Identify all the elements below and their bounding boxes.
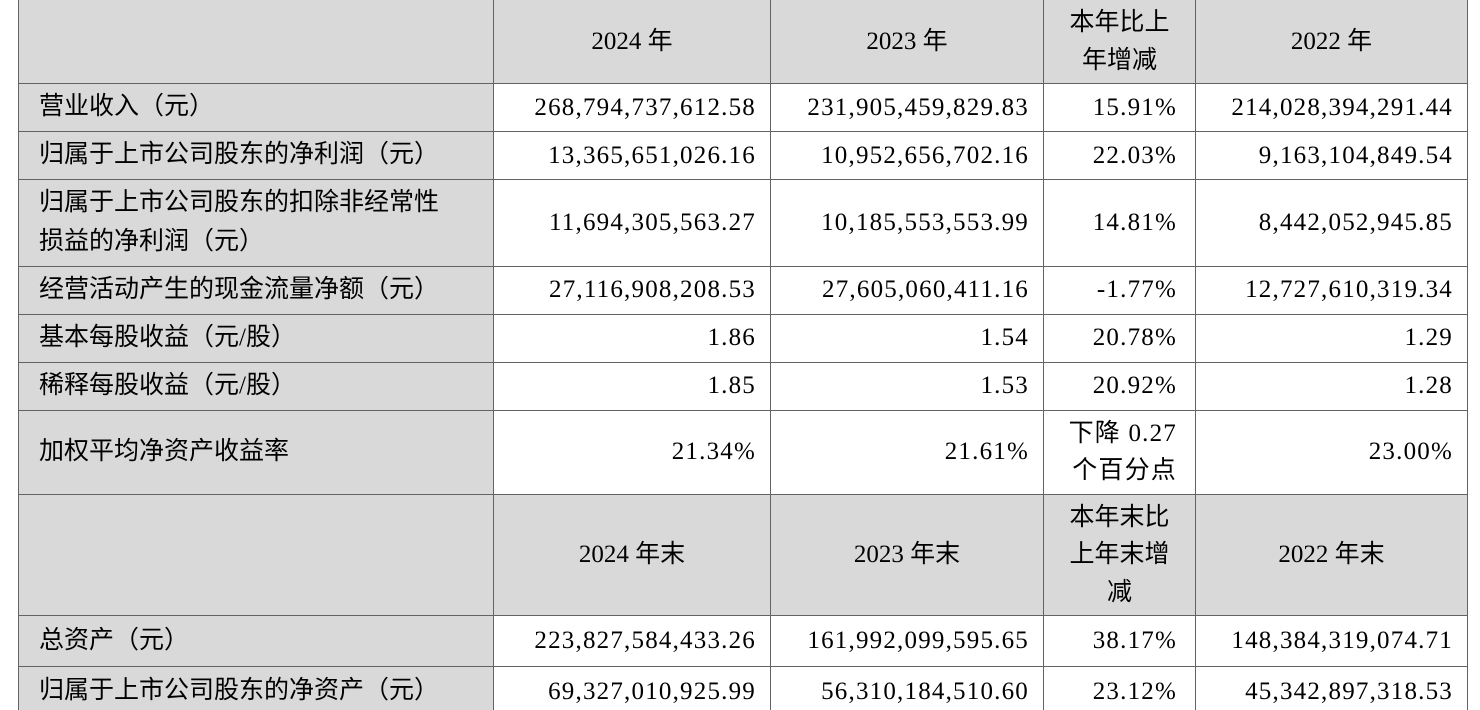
row-label-cell: 稀释每股收益（元/股）	[18, 361, 494, 411]
financial-summary-table: 2024 年 2023 年本年比上年增减 2022 年营业收入（元） 268,794,…	[18, 0, 1468, 710]
value-cell: 下降 0.27 个百分点	[1043, 409, 1196, 495]
row-label-cell: 总资产（元）	[18, 615, 494, 667]
header-cell: 2023 年	[770, 0, 1044, 84]
value-cell: 23.00%	[1195, 409, 1468, 495]
table-row: 归属于上市公司股东的净资产（元） 69,327,010,925.99 56,310,…	[18, 666, 1468, 710]
header-empty-cell	[18, 493, 494, 616]
value-cell: 21.61%	[770, 409, 1044, 495]
table-row: 归属于上市公司股东的扣除非经常性损益的净利润（元） 11,694,305,563.…	[18, 179, 1468, 267]
value-cell: 38.17%	[1043, 615, 1196, 667]
table-row: 经营活动产生的现金流量净额（元） 27,116,908,208.53 27,605,…	[18, 265, 1468, 315]
value-cell: 1.29	[1195, 313, 1468, 363]
row-label-cell: 归属于上市公司股东的净资产（元）	[18, 666, 494, 710]
value-cell: 20.92%	[1043, 361, 1196, 411]
value-cell: 214,028,394,291.44	[1195, 83, 1468, 132]
row-label-cell: 归属于上市公司股东的净利润（元）	[18, 131, 494, 180]
value-cell: 1.86	[493, 313, 771, 363]
value-cell: 161,992,099,595.65	[770, 615, 1044, 667]
value-cell: -1.77%	[1043, 265, 1196, 315]
value-cell: 148,384,319,074.71	[1195, 615, 1468, 667]
value-cell: 27,116,908,208.53	[493, 265, 771, 315]
row-label-cell: 加权平均净资产收益率	[18, 409, 494, 495]
table-row: 总资产（元） 223,827,584,433.26 161,992,099,595.…	[18, 615, 1468, 667]
value-cell: 27,605,060,411.16	[770, 265, 1044, 315]
value-cell: 69,327,010,925.99	[493, 666, 771, 710]
value-cell: 23.12%	[1043, 666, 1196, 710]
value-cell: 9,163,104,849.54	[1195, 131, 1468, 180]
header-empty-cell	[18, 0, 494, 84]
value-cell: 268,794,737,612.58	[493, 83, 771, 132]
value-cell: 10,952,656,702.16	[770, 131, 1044, 180]
value-cell: 231,905,459,829.83	[770, 83, 1044, 132]
value-cell: 11,694,305,563.27	[493, 179, 771, 267]
value-cell: 10,185,553,553.99	[770, 179, 1044, 267]
table-body: 2024 年 2023 年本年比上年增减 2022 年营业收入（元） 268,794,…	[18, 0, 1468, 710]
value-cell: 14.81%	[1043, 179, 1196, 267]
value-cell: 56,310,184,510.60	[770, 666, 1044, 710]
table-row: 稀释每股收益（元/股） 1.85 1.53 20.92% 1.28	[18, 361, 1468, 411]
table-row: 2024 年 2023 年本年比上年增减 2022 年	[18, 0, 1468, 84]
row-label-cell: 营业收入（元）	[18, 83, 494, 132]
header-cell: 2022 年	[1195, 0, 1468, 84]
value-cell: 223,827,584,433.26	[493, 615, 771, 667]
table-row: 基本每股收益（元/股） 1.86 1.54 20.78% 1.29	[18, 313, 1468, 363]
value-cell: 1.85	[493, 361, 771, 411]
value-cell: 20.78%	[1043, 313, 1196, 363]
value-cell: 1.54	[770, 313, 1044, 363]
value-cell: 1.28	[1195, 361, 1468, 411]
header-cell: 本年比上年增减	[1043, 0, 1196, 84]
value-cell: 15.91%	[1043, 83, 1196, 132]
table-row: 归属于上市公司股东的净利润（元） 13,365,651,026.16 10,952,…	[18, 131, 1468, 180]
header-cell: 本年末比上年末增减	[1043, 493, 1196, 616]
value-cell: 8,442,052,945.85	[1195, 179, 1468, 267]
row-label-cell: 归属于上市公司股东的扣除非经常性损益的净利润（元）	[18, 179, 494, 267]
value-cell: 22.03%	[1043, 131, 1196, 180]
value-cell: 1.53	[770, 361, 1044, 411]
table-row: 加权平均净资产收益率 21.34% 21.61% 下降 0.27 个百分点 23.00%	[18, 409, 1468, 495]
header-cell: 2023 年末	[770, 493, 1044, 616]
table-row: 2024 年末 2023 年末 本年末比上年末增减 2022 年末	[18, 493, 1468, 616]
row-label-cell: 基本每股收益（元/股）	[18, 313, 494, 363]
header-cell: 2022 年末	[1195, 493, 1468, 616]
value-cell: 12,727,610,319.34	[1195, 265, 1468, 315]
table-row: 营业收入（元） 268,794,737,612.58 231,905,459,829…	[18, 83, 1468, 132]
value-cell: 45,342,897,318.53	[1195, 666, 1468, 710]
header-cell: 2024 年末	[493, 493, 771, 616]
header-cell: 2024 年	[493, 0, 771, 84]
value-cell: 21.34%	[493, 409, 771, 495]
row-label-cell: 经营活动产生的现金流量净额（元）	[18, 265, 494, 315]
value-cell: 13,365,651,026.16	[493, 131, 771, 180]
